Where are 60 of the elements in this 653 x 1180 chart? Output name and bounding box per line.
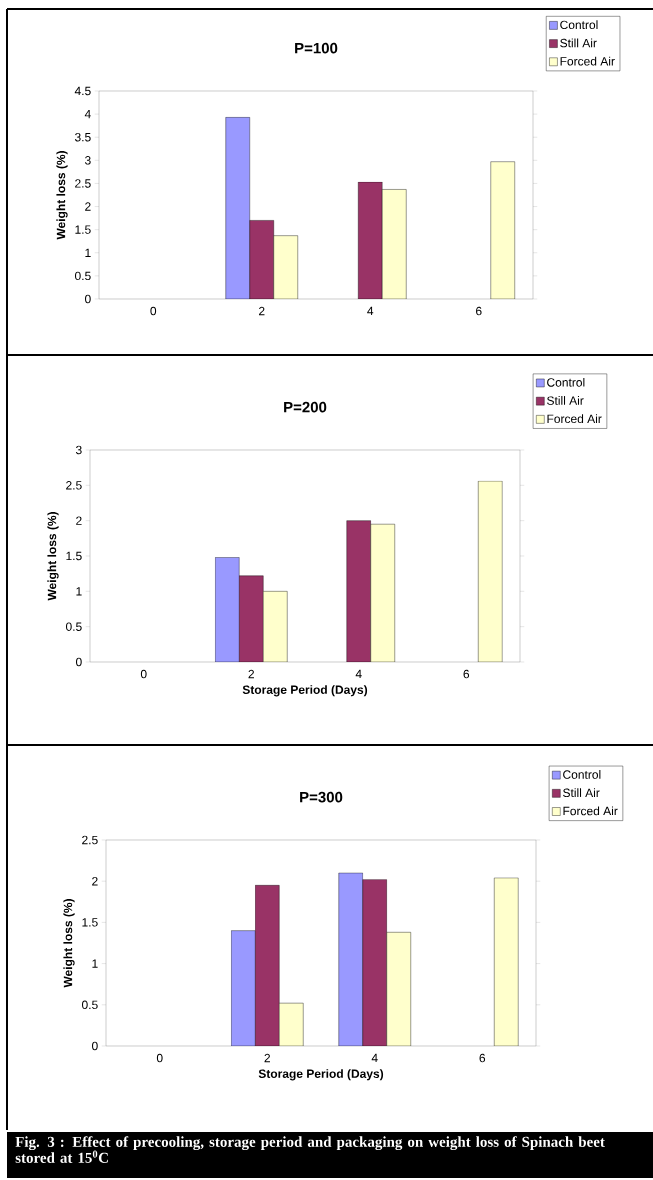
y-axis-title: Weight loss (%) bbox=[47, 512, 59, 601]
legend-label: Still Air bbox=[560, 38, 597, 48]
y-tick-label: 3 bbox=[75, 445, 82, 455]
y-tick-label: 0.5 bbox=[74, 271, 91, 281]
x-tick-label: 6 bbox=[476, 306, 482, 316]
legend-label: Forced Air bbox=[560, 56, 615, 66]
y-tick-label: 1 bbox=[92, 959, 98, 968]
bar bbox=[249, 220, 274, 299]
bar bbox=[358, 181, 383, 299]
x-tick-label: 2 bbox=[259, 306, 265, 316]
y-axis-title: Weight loss (%) bbox=[63, 899, 75, 988]
y-tick-label: 1.5 bbox=[75, 225, 91, 234]
x-tick-label: 6 bbox=[479, 1053, 486, 1063]
x-axis-title: Storage Period (Days) bbox=[242, 685, 368, 697]
y-tick-label: 0 bbox=[85, 294, 91, 304]
y-tick-label: 0.5 bbox=[81, 1000, 98, 1010]
y-tick-label: 2 bbox=[76, 516, 82, 525]
bar bbox=[494, 877, 519, 1046]
x-tick-label: 0 bbox=[150, 306, 157, 316]
x-tick-label: 0 bbox=[140, 669, 147, 679]
caption: Fig. 3 : Effect of precooling, storage period and packaging on weight loss of Spinach beet stored at 15$^{0}$C bbox=[15, 1136, 605, 1163]
y-tick-label: 0 bbox=[76, 657, 82, 667]
y-tick-label: 2.5 bbox=[82, 835, 98, 845]
y-tick-label: 3 bbox=[84, 156, 91, 165]
bar bbox=[490, 161, 515, 299]
legend-label: Control bbox=[547, 377, 585, 387]
y-tick-label: 2 bbox=[92, 877, 98, 886]
y-tick-label: 4 bbox=[84, 109, 91, 119]
chart-title: P=100 bbox=[295, 42, 338, 54]
chart-title: P=200 bbox=[284, 401, 327, 413]
x-axis-title: Storage Period (Days) bbox=[258, 1069, 384, 1081]
y-tick-label: 0.5 bbox=[65, 622, 82, 631]
x-tick-label: 4 bbox=[371, 1053, 378, 1063]
y-tick-label: 1.5 bbox=[82, 918, 98, 927]
x-tick-label: 4 bbox=[367, 306, 374, 316]
bar bbox=[478, 480, 503, 662]
legend-label: Still Air bbox=[547, 396, 584, 405]
legend-label: Control bbox=[563, 770, 601, 779]
y-tick-label: 3.5 bbox=[74, 132, 91, 142]
bar bbox=[273, 235, 298, 299]
y-tick-label: 1 bbox=[76, 587, 82, 596]
y-tick-label: 4.5 bbox=[74, 86, 91, 96]
y-tick-label: 1 bbox=[85, 248, 91, 257]
legend-label: Forced Air bbox=[563, 806, 618, 816]
x-tick-label: 6 bbox=[463, 669, 470, 679]
y-tick-label: 2 bbox=[85, 202, 91, 211]
x-tick-label: 0 bbox=[156, 1053, 163, 1063]
chart-title: P=300 bbox=[300, 791, 343, 803]
y-tick-label: 2.5 bbox=[66, 481, 82, 490]
x-tick-label: 4 bbox=[355, 669, 362, 679]
y-tick-label: 2.5 bbox=[75, 179, 91, 188]
x-tick-label: 2 bbox=[264, 1053, 270, 1063]
y-axis-title: Weight loss (%) bbox=[56, 151, 68, 240]
legend-label: Forced Air bbox=[547, 414, 602, 424]
y-tick-label: 0 bbox=[92, 1041, 98, 1051]
x-tick-label: 2 bbox=[248, 669, 254, 679]
y-tick-label: 1.5 bbox=[66, 551, 82, 561]
bar bbox=[382, 189, 407, 299]
legend-label: Control bbox=[560, 20, 598, 30]
legend-label: Still Air bbox=[563, 788, 600, 798]
